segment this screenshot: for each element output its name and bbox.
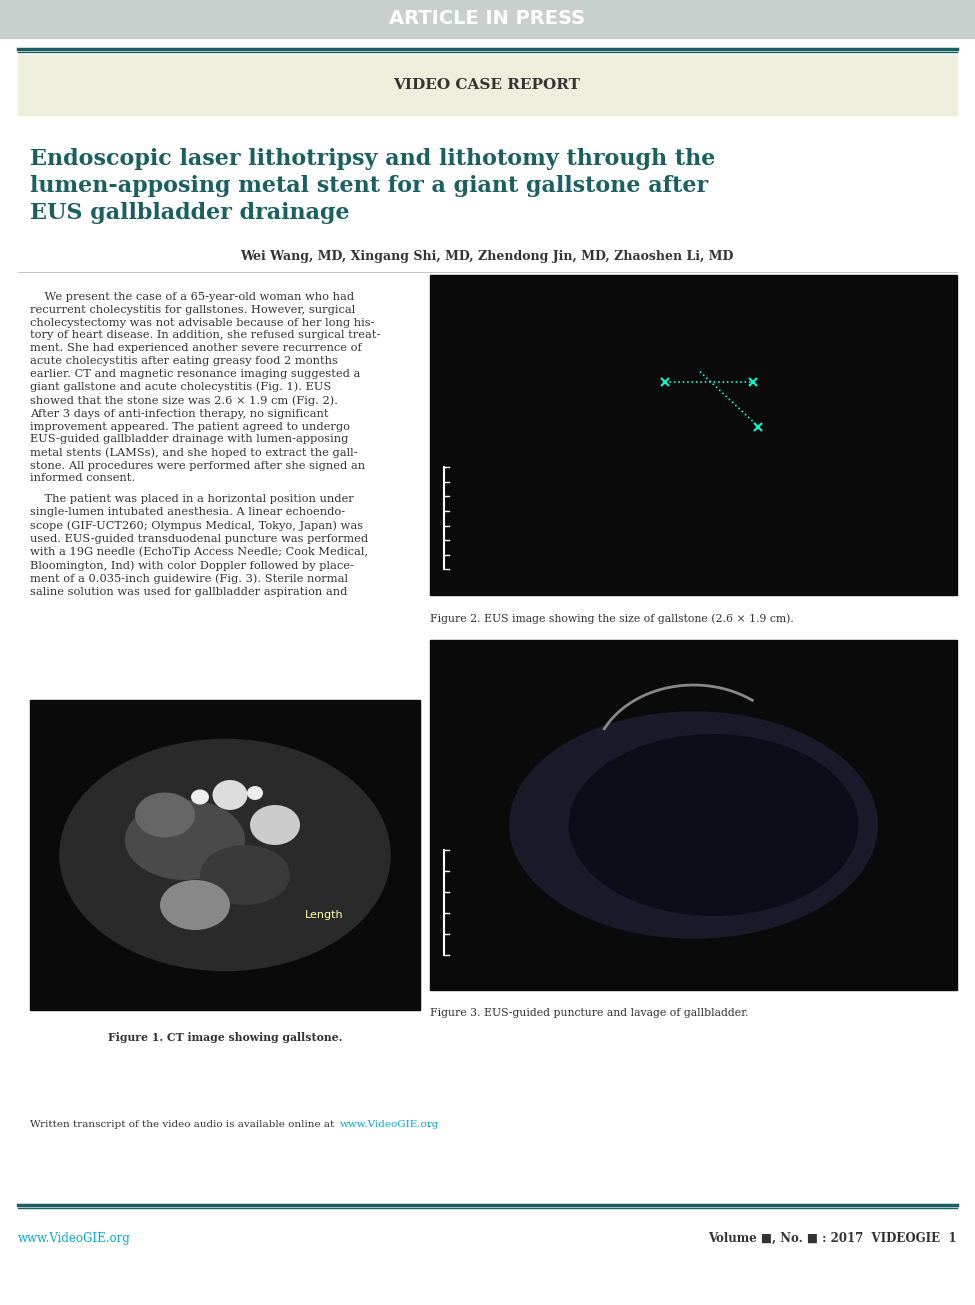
Ellipse shape xyxy=(135,792,195,838)
Ellipse shape xyxy=(191,790,209,804)
Text: Endoscopic laser lithotripsy and lithotomy through the
lumen-apposing metal sten: Endoscopic laser lithotripsy and lithoto… xyxy=(30,147,716,224)
Bar xyxy=(18,55,957,115)
Text: www.VideoGIE.org: www.VideoGIE.org xyxy=(340,1120,440,1129)
Ellipse shape xyxy=(213,780,248,810)
Bar xyxy=(0,0,975,38)
Bar xyxy=(430,639,957,990)
Text: The patient was placed in a horizontal position under
single-lumen intubated ane: The patient was placed in a horizontal p… xyxy=(30,495,369,598)
Text: .: . xyxy=(427,1120,430,1129)
Text: Volume ■, No. ■ : 2017  VIDEOGIE  1: Volume ■, No. ■ : 2017 VIDEOGIE 1 xyxy=(709,1232,957,1245)
Text: Figure 3. EUS-guided puncture and lavage of gallbladder.: Figure 3. EUS-guided puncture and lavage… xyxy=(430,1007,749,1018)
Text: Figure 2. EUS image showing the size of gallstone (2.6 × 1.9 cm).: Figure 2. EUS image showing the size of … xyxy=(430,613,794,624)
Ellipse shape xyxy=(59,739,391,971)
Text: Written transcript of the video audio is available online at: Written transcript of the video audio is… xyxy=(30,1120,337,1129)
Ellipse shape xyxy=(200,846,290,904)
Ellipse shape xyxy=(568,733,858,916)
Ellipse shape xyxy=(250,805,300,846)
Text: www.VideoGIE.org: www.VideoGIE.org xyxy=(18,1232,131,1245)
Ellipse shape xyxy=(509,711,878,938)
Ellipse shape xyxy=(125,800,245,880)
Text: Wei Wang, MD, Xingang Shi, MD, Zhendong Jin, MD, Zhaoshen Li, MD: Wei Wang, MD, Xingang Shi, MD, Zhendong … xyxy=(240,251,733,264)
Bar xyxy=(30,699,420,1010)
Text: We present the case of a 65-year-old woman who had
recurrent cholecystitis for g: We present the case of a 65-year-old wom… xyxy=(30,292,380,483)
Ellipse shape xyxy=(247,786,263,800)
Text: ARTICLE IN PRESS: ARTICLE IN PRESS xyxy=(389,9,585,29)
Text: Figure 1. CT image showing gallstone.: Figure 1. CT image showing gallstone. xyxy=(108,1032,342,1043)
Bar xyxy=(430,275,957,595)
Ellipse shape xyxy=(160,880,230,930)
Text: Length: Length xyxy=(305,910,343,920)
Text: VIDEO CASE REPORT: VIDEO CASE REPORT xyxy=(394,78,580,91)
